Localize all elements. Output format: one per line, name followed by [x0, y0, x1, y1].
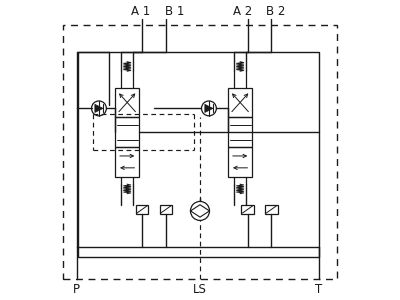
- Text: A 1: A 1: [131, 5, 150, 18]
- Bar: [115, 147, 139, 177]
- Text: T: T: [315, 283, 322, 296]
- Bar: [63, 25, 337, 279]
- Bar: [115, 117, 139, 147]
- Bar: [265, 205, 278, 214]
- Bar: [228, 147, 252, 177]
- Bar: [160, 205, 172, 214]
- Text: P: P: [73, 283, 80, 296]
- Polygon shape: [205, 104, 213, 112]
- Text: LS: LS: [193, 283, 207, 296]
- Bar: [78, 52, 319, 257]
- Text: B 2: B 2: [266, 5, 286, 18]
- Text: A 2: A 2: [234, 5, 253, 18]
- Polygon shape: [95, 104, 103, 112]
- Bar: [228, 117, 252, 147]
- Bar: [136, 205, 148, 214]
- Text: B 1: B 1: [165, 5, 184, 18]
- Bar: [228, 88, 252, 117]
- Bar: [115, 88, 139, 117]
- Bar: [241, 205, 254, 214]
